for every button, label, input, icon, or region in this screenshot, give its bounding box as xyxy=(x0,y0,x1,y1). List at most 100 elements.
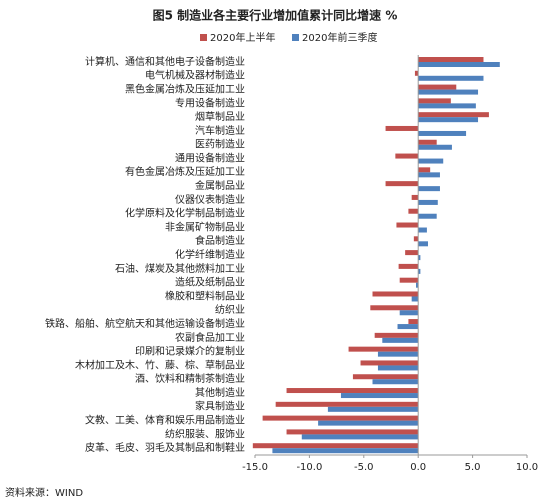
bar xyxy=(418,213,437,219)
category-label: 计算机、通信和其他电子设备制造业 xyxy=(85,55,245,68)
bar xyxy=(418,117,479,123)
category-label: 纺织服装、服饰业 xyxy=(165,427,245,440)
category-label: 铁路、船舶、航空航天和其他运输设备制造业 xyxy=(45,317,245,330)
bar xyxy=(418,103,476,109)
bar xyxy=(418,241,428,247)
bar xyxy=(301,434,419,440)
bar xyxy=(372,291,419,297)
category-label: 皮革、毛皮、羽毛及其制品和制鞋业 xyxy=(85,441,245,454)
bar xyxy=(340,393,419,399)
bar xyxy=(411,296,419,302)
bar xyxy=(252,443,419,449)
bar xyxy=(405,250,419,256)
category-label: 农副食品加工业 xyxy=(175,331,245,344)
bar xyxy=(418,199,438,205)
x-tick-label: -5.0 xyxy=(354,462,374,473)
category-label: 电气机械及器材制造业 xyxy=(145,69,245,82)
category-label: 汽车制造业 xyxy=(195,124,245,137)
bar xyxy=(418,255,421,261)
x-tick-label: 0.0 xyxy=(410,462,426,473)
category-label: 金属制品业 xyxy=(195,179,245,192)
category-label: 木材加工及木、竹、藤、棕、草制品业 xyxy=(75,358,245,371)
bar xyxy=(377,351,419,357)
bar xyxy=(418,172,440,178)
bar xyxy=(374,332,419,338)
category-label: 医药制造业 xyxy=(195,138,245,151)
bar xyxy=(418,268,421,274)
bar xyxy=(418,84,457,90)
bar xyxy=(360,360,419,366)
x-tick-label: -15.0 xyxy=(242,462,268,473)
bar xyxy=(372,379,419,385)
bar xyxy=(418,144,452,150)
category-label: 有色金属冶炼及压延加工业 xyxy=(125,165,245,178)
bar xyxy=(395,153,419,159)
bar xyxy=(397,324,419,330)
bar xyxy=(382,337,419,343)
x-tick-label: 10.0 xyxy=(516,462,538,473)
bar xyxy=(327,406,419,412)
bar xyxy=(348,346,419,352)
category-label: 纺织业 xyxy=(215,303,245,316)
bar xyxy=(418,158,444,164)
bar xyxy=(272,448,419,454)
category-label: 化学纤维制造业 xyxy=(175,248,245,261)
category-label: 印刷和记录媒介的复制业 xyxy=(135,345,245,358)
bar xyxy=(414,70,419,76)
bar xyxy=(370,305,419,311)
bar xyxy=(418,89,479,95)
x-tick-label: -10.0 xyxy=(296,462,322,473)
category-label: 通用设备制造业 xyxy=(175,151,245,164)
category-label: 烟草制品业 xyxy=(195,110,245,123)
legend-label: 2020年上半年 xyxy=(210,31,275,44)
bar xyxy=(418,57,484,62)
source-note: 资料来源：WIND xyxy=(5,486,83,499)
category-label: 橡胶和塑料制品业 xyxy=(165,289,245,302)
bar xyxy=(418,227,427,233)
bar xyxy=(352,374,419,380)
bar xyxy=(418,130,467,136)
bar xyxy=(396,222,419,228)
bar xyxy=(418,98,451,104)
bar xyxy=(418,75,484,81)
bar xyxy=(377,365,419,371)
bar xyxy=(418,139,437,145)
category-label: 文教、工美、体育和娱乐用品制造业 xyxy=(85,414,245,427)
bar xyxy=(418,167,431,173)
category-label: 酒、饮料和精制茶制造业 xyxy=(135,372,245,385)
bar xyxy=(385,125,419,131)
category-label: 非金属矿物制品业 xyxy=(165,220,245,233)
category-label: 黑色金属冶炼及压延加工业 xyxy=(125,82,245,95)
bar xyxy=(418,112,489,118)
bar xyxy=(275,401,419,407)
bar xyxy=(399,310,419,316)
bar xyxy=(318,420,419,426)
bar xyxy=(408,208,419,214)
category-label: 造纸及纸制品业 xyxy=(175,276,245,289)
category-label: 石油、煤炭及其他燃料加工业 xyxy=(115,262,245,275)
bar xyxy=(286,388,419,394)
bar xyxy=(418,186,440,192)
bar xyxy=(416,282,419,288)
x-tick-label: 5.0 xyxy=(465,462,481,473)
bar xyxy=(286,429,419,435)
bar xyxy=(385,181,419,187)
category-label: 化学原料及化学制品制造业 xyxy=(125,207,245,220)
bar xyxy=(262,415,419,421)
chart-title: 图5 制造业各主要行业增加值累计同比增速 % xyxy=(153,8,398,23)
legend-swatch xyxy=(200,34,207,41)
bar xyxy=(398,263,419,269)
category-label: 食品制造业 xyxy=(195,234,245,247)
category-label: 家具制造业 xyxy=(195,400,245,413)
bar xyxy=(408,319,419,325)
bar xyxy=(418,62,500,67)
bar xyxy=(413,236,419,242)
legend-swatch xyxy=(292,34,299,41)
legend-label: 2020年前三季度 xyxy=(302,31,377,44)
bar xyxy=(411,194,419,200)
bar xyxy=(399,277,419,283)
category-label: 专用设备制造业 xyxy=(175,96,245,109)
category-label: 其他制造业 xyxy=(195,386,245,399)
category-label: 仪器仪表制造业 xyxy=(175,193,245,206)
